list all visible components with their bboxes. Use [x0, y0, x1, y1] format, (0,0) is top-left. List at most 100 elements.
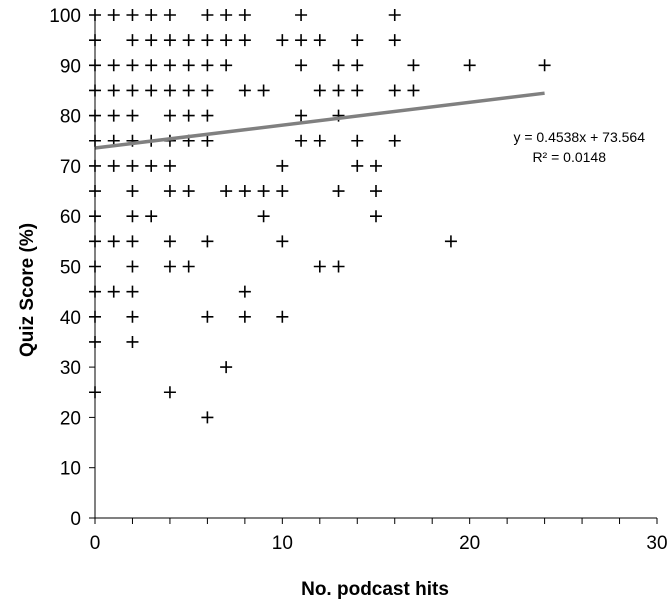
- data-point: [238, 9, 251, 21]
- data-point: [276, 185, 289, 198]
- data-point: [126, 9, 139, 21]
- y-tick-label: 100: [49, 6, 81, 27]
- data-point: [388, 134, 401, 147]
- data-point: [220, 361, 233, 374]
- data-point: [407, 59, 420, 72]
- x-tick-labels: 0 10 20 30: [90, 533, 668, 554]
- data-point: [370, 185, 382, 198]
- data-point: [107, 159, 120, 172]
- data-point: [126, 335, 139, 348]
- data-point: [201, 134, 214, 147]
- y-tick-label: 40: [60, 308, 81, 329]
- data-point: [126, 285, 139, 298]
- data-point: [257, 185, 270, 198]
- data-point: [313, 260, 326, 273]
- data-point: [201, 84, 214, 97]
- data-point: [332, 59, 345, 72]
- data-point: [201, 9, 214, 21]
- data-point: [332, 84, 345, 97]
- data-point: [313, 134, 326, 147]
- data-point: [182, 109, 195, 122]
- data-point: [163, 84, 176, 97]
- data-point: [276, 235, 289, 248]
- data-point: [145, 210, 158, 223]
- data-point: [538, 59, 551, 72]
- data-point: [163, 235, 176, 248]
- data-point: [201, 109, 214, 122]
- x-tick-label: 0: [90, 533, 101, 554]
- data-point: [388, 84, 401, 97]
- data-point: [126, 84, 139, 97]
- data-point: [126, 210, 139, 223]
- data-point: [126, 235, 139, 248]
- data-point: [182, 59, 195, 72]
- data-point: [257, 84, 270, 97]
- data-point: [182, 185, 195, 198]
- data-point: [388, 34, 401, 47]
- data-point: [313, 34, 326, 47]
- data-point: [388, 9, 401, 21]
- data-point: [201, 235, 214, 248]
- data-point: [163, 159, 176, 172]
- y-tick-label: 60: [60, 207, 81, 228]
- data-point: [126, 109, 139, 122]
- data-point: [238, 310, 251, 323]
- data-point: [145, 84, 158, 97]
- data-point: [145, 34, 158, 47]
- data-point: [276, 159, 289, 172]
- data-point: [107, 109, 120, 122]
- data-point: [107, 84, 120, 97]
- data-point: [238, 185, 251, 198]
- data-point: [295, 9, 308, 21]
- y-tick-label: 0: [70, 509, 81, 530]
- x-tick-label: 10: [272, 533, 293, 554]
- y-tick-labels: 0 10 20 30 40 50 60 70 80 90 100: [49, 6, 81, 530]
- data-point: [220, 59, 233, 72]
- data-point: [201, 310, 214, 323]
- data-point: [126, 159, 139, 172]
- data-point: [145, 159, 158, 172]
- data-points: [89, 9, 551, 424]
- data-point: [201, 34, 214, 47]
- data-point: [163, 260, 176, 273]
- y-axis-title: Quiz Score (%): [17, 223, 38, 357]
- data-point: [351, 159, 364, 172]
- y-tick-label: 30: [60, 358, 81, 379]
- data-point: [163, 185, 176, 198]
- data-point: [126, 59, 139, 72]
- data-point: [370, 210, 382, 223]
- data-point: [295, 59, 308, 72]
- x-tick-label: 20: [459, 533, 480, 554]
- data-point: [295, 134, 308, 147]
- y-tick-label: 10: [60, 459, 81, 480]
- y-tick-label: 80: [60, 107, 81, 128]
- data-point: [444, 235, 457, 248]
- data-point: [163, 34, 176, 47]
- data-point: [332, 260, 345, 273]
- data-point: [407, 84, 420, 97]
- data-point: [313, 84, 326, 97]
- data-point: [126, 260, 139, 273]
- data-point: [145, 9, 158, 21]
- data-point: [163, 109, 176, 122]
- data-point: [220, 185, 233, 198]
- trendline: [94, 91, 545, 150]
- data-point: [107, 235, 120, 248]
- data-point: [220, 9, 233, 21]
- data-point: [163, 386, 176, 399]
- x-axis-title: No. podcast hits: [301, 579, 449, 600]
- data-point: [182, 84, 195, 97]
- data-point: [238, 84, 251, 97]
- data-point: [295, 109, 308, 122]
- data-point: [351, 34, 364, 47]
- data-point: [276, 34, 289, 47]
- y-tick-label: 90: [60, 56, 81, 77]
- data-point: [351, 59, 364, 72]
- data-point: [370, 159, 382, 172]
- y-tick-label: 50: [60, 258, 81, 279]
- data-point: [295, 34, 308, 47]
- y-tick-label: 70: [60, 157, 81, 178]
- data-point: [182, 34, 195, 47]
- trendline-r-squared: R² = 0.0148: [532, 149, 606, 165]
